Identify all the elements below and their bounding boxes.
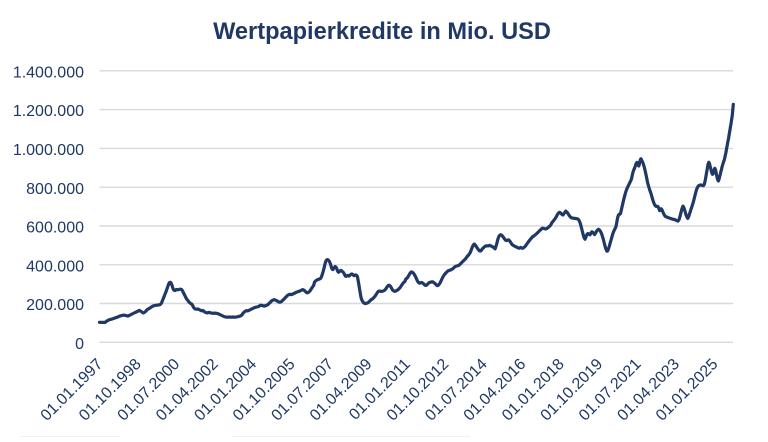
svg-text:200.000: 200.000 bbox=[26, 297, 84, 314]
svg-text:0: 0 bbox=[75, 336, 84, 353]
svg-text:Wertpapierkredite in Mio. USD: Wertpapierkredite in Mio. USD bbox=[213, 19, 551, 45]
svg-text:1.200.000: 1.200.000 bbox=[13, 103, 84, 120]
svg-text:600.000: 600.000 bbox=[26, 220, 84, 237]
svg-text:1.000.000: 1.000.000 bbox=[13, 142, 84, 159]
svg-text:400.000: 400.000 bbox=[26, 258, 84, 275]
svg-text:1.400.000: 1.400.000 bbox=[13, 64, 84, 81]
svg-text:800.000: 800.000 bbox=[26, 181, 84, 198]
